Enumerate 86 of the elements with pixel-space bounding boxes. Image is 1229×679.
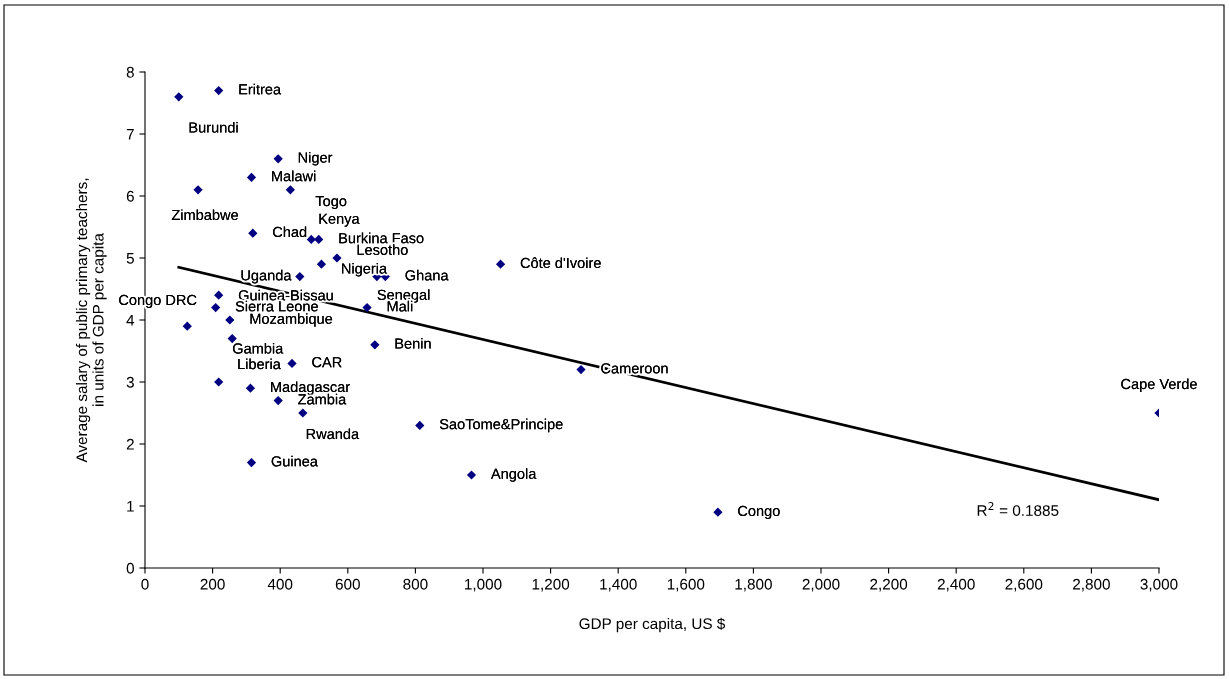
- y-tick-label: 7: [126, 129, 134, 140]
- x-tick-label: 1,000: [465, 578, 502, 592]
- data-label: Zambia: [298, 393, 347, 405]
- data-label: Uganda: [241, 269, 292, 284]
- x-tick-label: 2,400: [937, 578, 975, 592]
- x-tick-label: 2,200: [870, 578, 908, 592]
- x-axis-title: GDP per capita, US $: [579, 617, 726, 633]
- point: [182, 321, 192, 331]
- data-label: Chad: [273, 226, 307, 238]
- point: [174, 92, 184, 102]
- point: [287, 358, 297, 369]
- x-tick-label: 0: [141, 578, 149, 590]
- data-label: Madagascar: [271, 381, 350, 395]
- data-label: Cape Verde: [1121, 378, 1197, 393]
- x-tick-label: 1,800: [735, 578, 772, 592]
- point: [295, 271, 305, 282]
- point: [415, 420, 425, 431]
- data-label: Malawi: [272, 170, 316, 182]
- point: [214, 290, 224, 300]
- point: [211, 302, 221, 313]
- data-label: Mozambique: [250, 313, 333, 327]
- data-label: SaoTome&Principe: [439, 418, 563, 433]
- data-label: Nigeria: [342, 262, 388, 277]
- x-tick-label: 1,400: [600, 578, 637, 592]
- x-tick-label: 1,200: [532, 578, 570, 592]
- point: [306, 234, 316, 245]
- x-tick-label: 2,000: [802, 578, 840, 592]
- y-tick-label: 5: [126, 253, 134, 264]
- data-label: Rwanda: [306, 428, 360, 440]
- y-tick-label: 3: [126, 376, 134, 388]
- data-label: Côte d'Ivoire: [520, 257, 601, 269]
- point: [713, 507, 723, 517]
- data-label: Togo: [315, 196, 347, 210]
- x-tick-label: 400: [267, 578, 293, 590]
- x-tick-label: 2,600: [1005, 578, 1043, 592]
- data-label: Guinea: [271, 455, 318, 467]
- x-tick-label: 2,800: [1073, 578, 1110, 592]
- data-label: Zimbabwe: [171, 209, 238, 221]
- point: [370, 340, 380, 350]
- x-tick-label: 1,600: [667, 578, 705, 592]
- point: [214, 377, 224, 387]
- data-label: Eritrea: [239, 83, 282, 95]
- x-tick-label: 800: [403, 578, 428, 590]
- data-label: Sierra Leone: [235, 300, 318, 312]
- point: [248, 228, 258, 238]
- point: [225, 315, 235, 325]
- data-label: Gambia: [232, 342, 284, 354]
- annotation: R$^{2}$ = 0.1885: [977, 502, 1059, 516]
- point: [362, 302, 372, 313]
- y-tick-label: 4: [126, 315, 135, 326]
- y-tick-label: 0: [126, 562, 134, 574]
- x-tick-label: 3,000: [1140, 578, 1178, 592]
- point: [298, 408, 308, 418]
- point: [466, 470, 477, 480]
- y-tick-label: 2: [126, 438, 134, 450]
- point: [246, 172, 257, 183]
- data-label: Congo: [738, 505, 780, 519]
- data-label: Burkina Faso: [339, 232, 424, 244]
- point: [246, 457, 257, 468]
- point: [193, 185, 203, 195]
- data-label: Niger: [298, 152, 333, 166]
- point: [285, 185, 295, 195]
- x-tick-label: 200: [200, 578, 225, 590]
- data-label: Benin: [395, 338, 431, 349]
- data-label: Lesotho: [357, 244, 408, 255]
- point: [273, 154, 283, 164]
- point: [227, 333, 237, 344]
- point: [332, 253, 342, 263]
- point: [245, 383, 256, 393]
- y-axis-title: Average salary of public primary teachers, in units of GDP per capita: [75, 178, 107, 463]
- data-label: CAR: [312, 356, 342, 368]
- y-tick-label: 8: [126, 66, 134, 78]
- point: [273, 395, 283, 406]
- point: [316, 259, 327, 269]
- y-tick-label: 6: [126, 190, 134, 202]
- data-label: Burundi: [189, 121, 238, 133]
- data-label: Kenya: [319, 213, 360, 227]
- data-label: Liberia: [238, 358, 281, 370]
- data-label: Ghana: [405, 269, 449, 281]
- y-tick-label: 1: [127, 501, 134, 512]
- point: [314, 234, 324, 245]
- point: [214, 85, 224, 96]
- point: [495, 259, 506, 269]
- x-tick-label: 600: [335, 578, 360, 590]
- point: [576, 364, 586, 375]
- data-label: Angola: [490, 468, 537, 482]
